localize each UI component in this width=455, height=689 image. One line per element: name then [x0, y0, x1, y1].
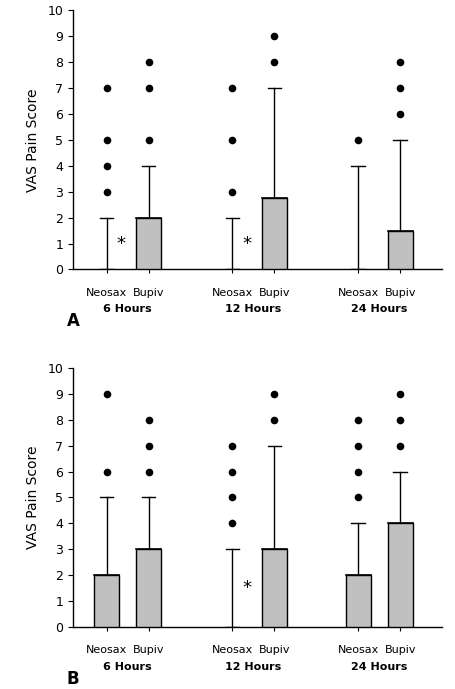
- Bar: [387, 231, 412, 269]
- Y-axis label: VAS Pain Score: VAS Pain Score: [26, 446, 40, 549]
- Text: Neosax: Neosax: [337, 645, 378, 655]
- Text: A: A: [66, 312, 79, 330]
- Bar: [136, 218, 161, 269]
- Text: 6 Hours: 6 Hours: [103, 662, 152, 672]
- Text: Neosax: Neosax: [86, 287, 127, 298]
- Bar: [94, 575, 119, 627]
- Bar: [345, 575, 370, 627]
- Bar: [261, 549, 286, 627]
- Text: Neosax: Neosax: [212, 287, 253, 298]
- Text: *: *: [242, 579, 251, 597]
- Text: Neosax: Neosax: [212, 645, 253, 655]
- Text: 12 Hours: 12 Hours: [225, 305, 281, 314]
- Text: 12 Hours: 12 Hours: [225, 662, 281, 672]
- Text: 24 Hours: 24 Hours: [350, 662, 407, 672]
- Text: 6 Hours: 6 Hours: [103, 305, 152, 314]
- Text: *: *: [116, 234, 126, 253]
- Text: B: B: [66, 670, 79, 688]
- Text: Bupiv: Bupiv: [258, 645, 289, 655]
- Text: Bupiv: Bupiv: [258, 287, 289, 298]
- Y-axis label: VAS Pain Score: VAS Pain Score: [26, 88, 40, 192]
- Bar: [387, 524, 412, 627]
- Text: *: *: [242, 234, 251, 253]
- Text: 24 Hours: 24 Hours: [350, 305, 407, 314]
- Text: Bupiv: Bupiv: [384, 645, 415, 655]
- Bar: [136, 549, 161, 627]
- Text: Bupiv: Bupiv: [132, 287, 164, 298]
- Text: Neosax: Neosax: [337, 287, 378, 298]
- Text: Bupiv: Bupiv: [384, 287, 415, 298]
- Text: Bupiv: Bupiv: [132, 645, 164, 655]
- Bar: [261, 198, 286, 269]
- Text: Neosax: Neosax: [86, 645, 127, 655]
